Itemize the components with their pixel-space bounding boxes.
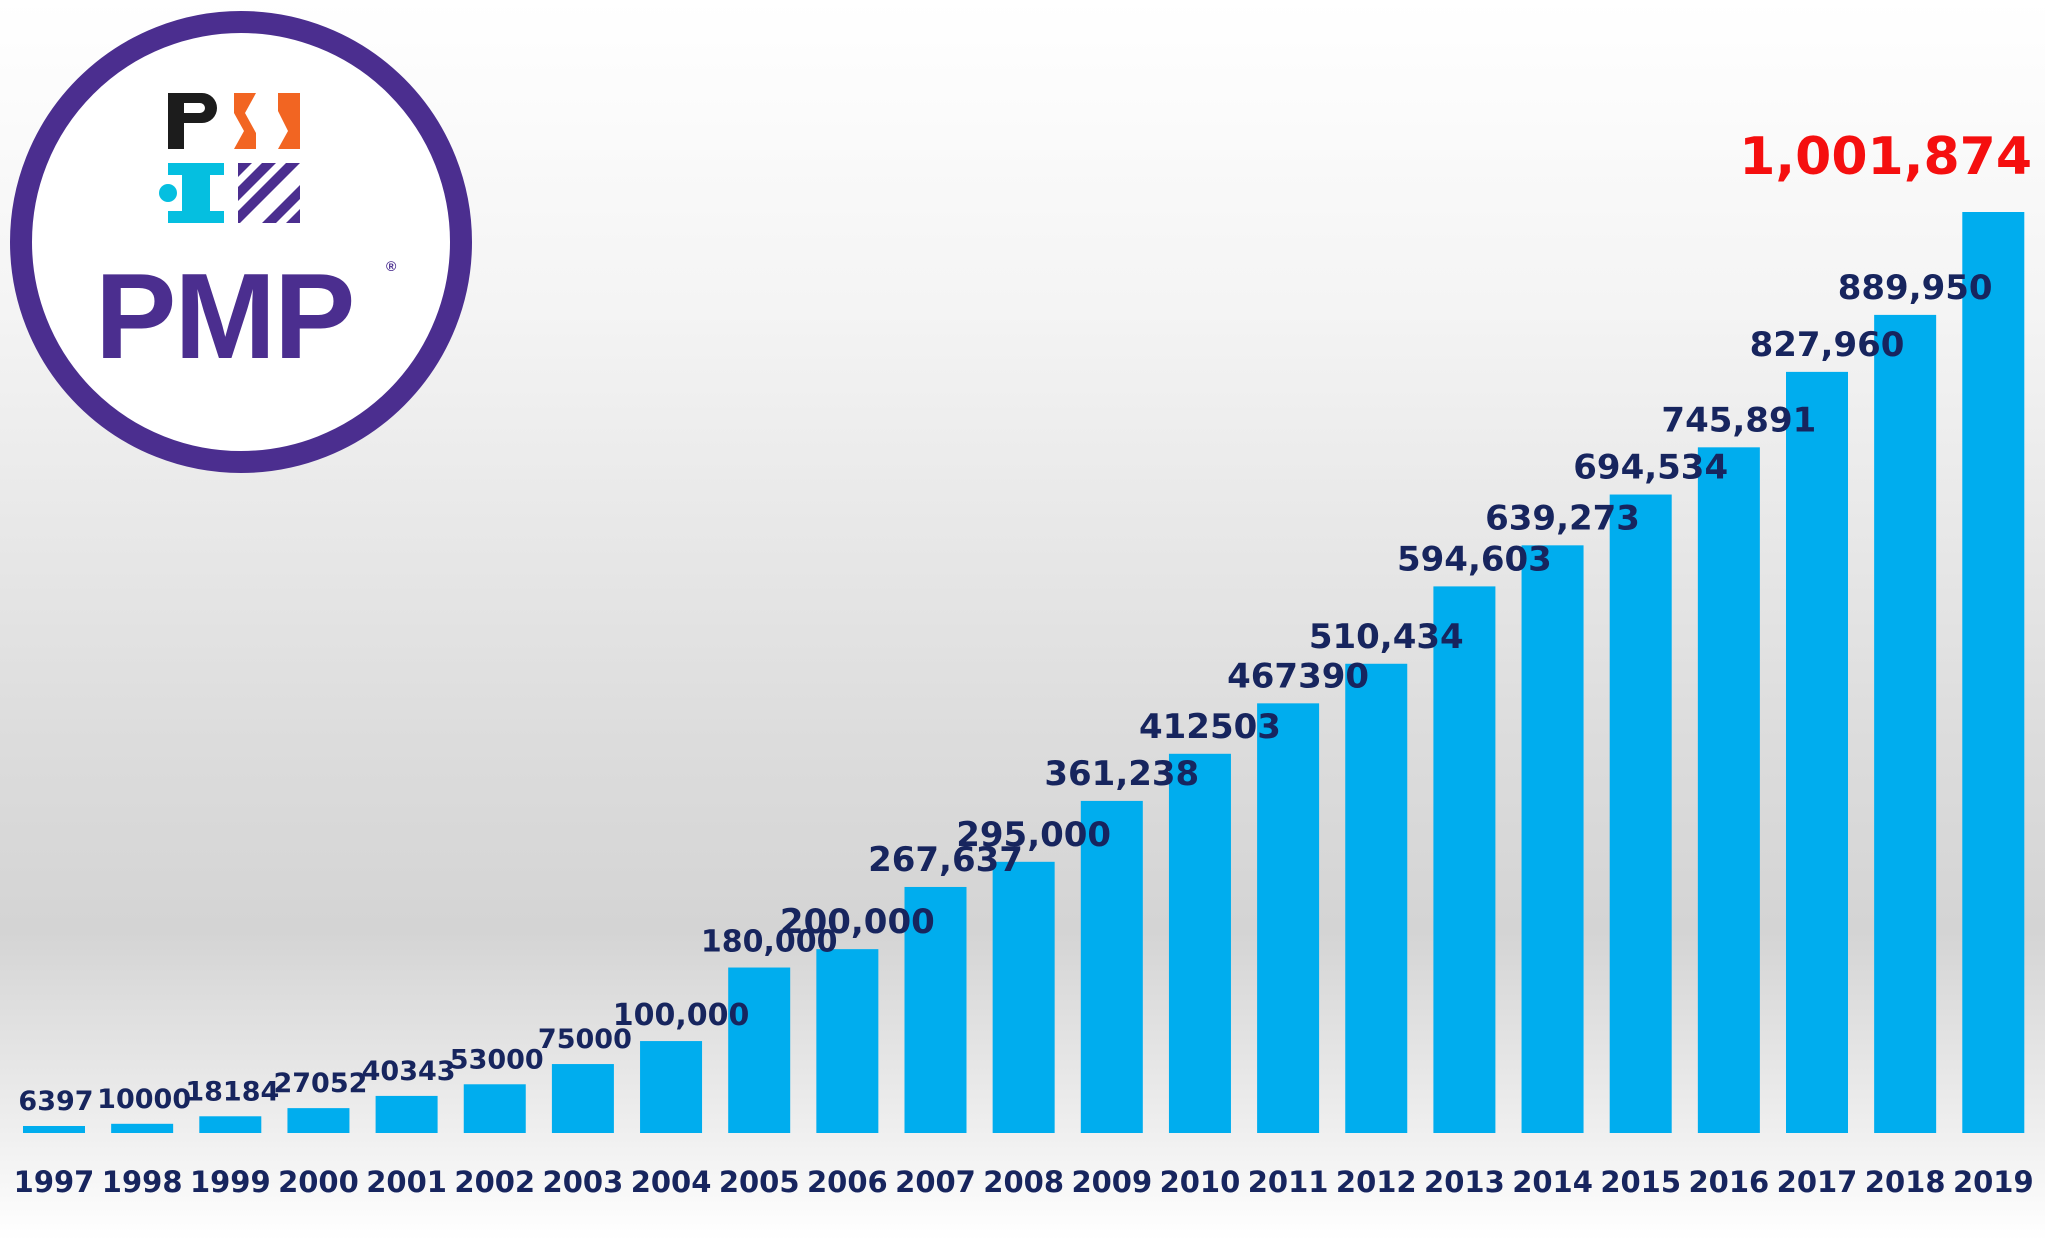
value-label-2018: 889,950: [1838, 268, 1993, 308]
bar-2018: [1874, 314, 1937, 1134]
value-label-2003: 75000: [538, 1024, 632, 1055]
year-label-2009: 2009: [1071, 1165, 1152, 1199]
year-label-2011: 2011: [1248, 1165, 1329, 1199]
year-label-2000: 2000: [278, 1165, 359, 1199]
value-label-2017: 827,960: [1750, 325, 1905, 365]
value-label-2012: 510,434: [1309, 617, 1464, 657]
value-label-2000: 27052: [273, 1068, 367, 1099]
year-label-1999: 1999: [190, 1165, 271, 1199]
value-label-2014: 639,273: [1485, 498, 1640, 538]
value-label-1997: 6397: [18, 1086, 93, 1117]
pmi-mark-icon: [159, 93, 300, 223]
year-label-2010: 2010: [1160, 1165, 1241, 1199]
bar-2000: [287, 1108, 350, 1133]
bar-2006: [816, 949, 879, 1133]
registered-mark: ®: [386, 258, 397, 274]
value-label-2009: 361,238: [1044, 754, 1199, 794]
bar-2016: [1697, 447, 1760, 1134]
value-label-2002: 53000: [450, 1044, 544, 1075]
year-label-2005: 2005: [719, 1165, 800, 1199]
bar-2010: [1168, 753, 1231, 1133]
year-label-1998: 1998: [102, 1165, 183, 1199]
pmp-logo: [10, 11, 472, 473]
year-label-2002: 2002: [454, 1165, 535, 1199]
value-label-2015: 694,534: [1573, 448, 1728, 488]
year-label-2004: 2004: [631, 1165, 712, 1199]
bar-2007: [904, 886, 967, 1133]
bar-2003: [551, 1064, 614, 1133]
value-label-2010: 412503: [1139, 707, 1281, 747]
value-label-2008: 295,000: [956, 815, 1111, 855]
bar-2008: [992, 861, 1055, 1133]
bar-1999: [199, 1116, 262, 1133]
year-label-2001: 2001: [366, 1165, 447, 1199]
year-label-1997: 1997: [14, 1165, 95, 1199]
year-label-2019: 2019: [1953, 1165, 2034, 1199]
bar-2005: [728, 967, 791, 1133]
year-label-2017: 2017: [1777, 1165, 1858, 1199]
year-label-2003: 2003: [543, 1165, 624, 1199]
year-label-2015: 2015: [1600, 1165, 1681, 1199]
logo-wordmark: PMP: [95, 248, 355, 384]
value-label-1998: 10000: [97, 1084, 191, 1115]
value-label-1999: 18184: [185, 1076, 279, 1107]
value-label-2001: 40343: [362, 1056, 456, 1087]
value-label-2007: 267,637: [868, 840, 1023, 880]
bar-2001: [375, 1095, 438, 1133]
value-label-2006: 200,000: [780, 902, 935, 942]
bar-2012: [1345, 663, 1408, 1133]
year-label-2007: 2007: [895, 1165, 976, 1199]
value-label-2016: 745,891: [1661, 400, 1816, 440]
year-label-2018: 2018: [1865, 1165, 1946, 1199]
bar-2015: [1609, 494, 1672, 1134]
value-label-2005: 180,000: [701, 925, 838, 960]
bar-1998: [111, 1123, 174, 1133]
bar-2009: [1080, 800, 1143, 1133]
year-label-2012: 2012: [1336, 1165, 1417, 1199]
bar-2013: [1433, 586, 1496, 1133]
bar-2004: [640, 1041, 703, 1133]
year-label-2014: 2014: [1512, 1165, 1593, 1199]
bar-2002: [463, 1084, 526, 1133]
bar-2014: [1521, 545, 1584, 1133]
value-label-2004: 100,000: [613, 998, 750, 1033]
value-label-2011: 467390: [1227, 656, 1369, 696]
bar-2011: [1257, 703, 1320, 1133]
value-label-2019: 1,001,874: [1739, 127, 2032, 187]
bar-2017: [1786, 371, 1848, 1133]
value-label-2013: 594,603: [1397, 539, 1552, 579]
bar-2019: [1962, 212, 2025, 1133]
year-label-2006: 2006: [807, 1165, 888, 1199]
year-label-2008: 2008: [983, 1165, 1064, 1199]
year-label-2013: 2013: [1424, 1165, 1505, 1199]
bar-1997: [23, 1126, 85, 1133]
year-label-2016: 2016: [1688, 1165, 1769, 1199]
